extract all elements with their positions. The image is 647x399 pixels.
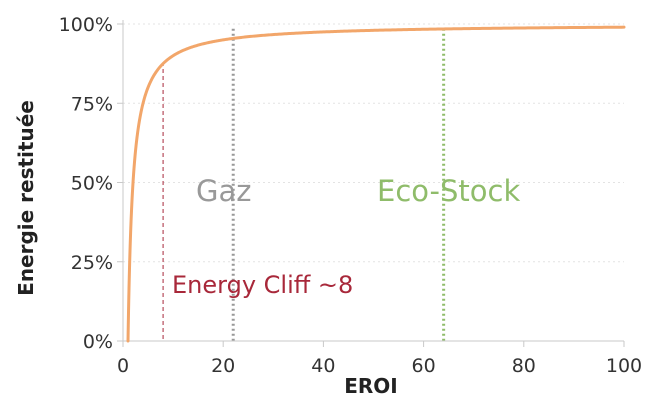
x-tick-label-3: 60 [412, 355, 436, 377]
tick-labels: 0% 25% 50% 75% 100% 0 20 40 60 80 100 [59, 14, 642, 377]
x-tick-label-2: 40 [311, 355, 335, 377]
y-tick-label-2: 50% [71, 173, 113, 195]
x-tick-label-4: 80 [512, 355, 536, 377]
energy-cliff-label: Energy Cliff ~8 [172, 271, 353, 299]
x-axis-title: EROI [344, 374, 398, 398]
y-tick-label-1: 25% [71, 252, 113, 274]
x-tick-label-0: 0 [117, 355, 129, 377]
y-tick-label-0: 0% [83, 331, 113, 353]
annotations: Energy Cliff ~8 Gaz Eco-Stock [172, 174, 520, 299]
y-tick-label-3: 75% [71, 93, 113, 115]
eco-stock-label: Eco-Stock [377, 174, 520, 208]
x-tick-label-5: 100 [606, 355, 642, 377]
y-axis-title: Energie restituée [14, 100, 38, 296]
x-tick-label-1: 20 [211, 355, 235, 377]
y-tick-label-4: 100% [59, 14, 113, 36]
grid [123, 24, 624, 262]
gaz-label: Gaz [196, 174, 251, 208]
